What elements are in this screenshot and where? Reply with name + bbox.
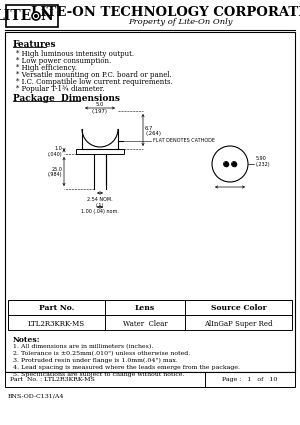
Text: Water  Clear: Water Clear: [123, 320, 167, 328]
Text: LITE-ON TECHNOLOGY CORPORATION: LITE-ON TECHNOLOGY CORPORATION: [32, 6, 300, 19]
Text: FLAT DENOTES CATHODE: FLAT DENOTES CATHODE: [153, 139, 215, 144]
Text: 1. All dimensions are in millimeters (inches).: 1. All dimensions are in millimeters (in…: [13, 344, 153, 349]
Text: 3. Protruded resin under flange is 1.0mm(.04") max.: 3. Protruded resin under flange is 1.0mm…: [13, 358, 178, 363]
Text: 5.90
(.232): 5.90 (.232): [256, 156, 271, 167]
Text: 25.0: 25.0: [51, 167, 62, 172]
Text: Property of Lite-On Only: Property of Lite-On Only: [128, 18, 232, 26]
Text: 4. Lead spacing is measured where the leads emerge from the package.: 4. Lead spacing is measured where the le…: [13, 365, 240, 370]
Text: 5.0: 5.0: [96, 102, 104, 107]
Text: 1.00 (.04) nom.: 1.00 (.04) nom.: [81, 209, 119, 214]
Circle shape: [232, 162, 236, 167]
Text: * Low power consumption.: * Low power consumption.: [16, 57, 111, 65]
Text: * High luminous intensity output.: * High luminous intensity output.: [16, 50, 134, 58]
Text: (.197): (.197): [92, 108, 108, 113]
Bar: [76, 149, 124, 154]
Text: 5. Specifications are subject to change without notice.: 5. Specifications are subject to change …: [13, 372, 184, 377]
Text: N: N: [40, 9, 53, 23]
Text: Part No.: Part No.: [39, 304, 74, 312]
Text: * Versatile mounting on P.C. board or panel.: * Versatile mounting on P.C. board or pa…: [16, 71, 172, 79]
Text: * I.C. Compatible low current requirements.: * I.C. Compatible low current requiremen…: [16, 78, 173, 86]
Bar: [8, 300, 292, 330]
Text: Features: Features: [13, 40, 56, 49]
Circle shape: [34, 14, 38, 18]
Text: (.264): (.264): [145, 130, 161, 136]
Text: Source Color: Source Color: [211, 304, 266, 312]
Text: LTL2R3KRK-MS: LTL2R3KRK-MS: [28, 320, 85, 328]
Text: Lens: Lens: [135, 304, 155, 312]
Circle shape: [224, 162, 229, 167]
Circle shape: [32, 12, 40, 20]
Text: 1.0
(.040): 1.0 (.040): [47, 146, 62, 157]
Bar: [5, 372, 295, 387]
Text: LITE: LITE: [0, 9, 32, 23]
Text: * High efficiency.: * High efficiency.: [16, 64, 77, 72]
Text: 2. Tolerance is ±0.25mm(.010") unless otherwise noted.: 2. Tolerance is ±0.25mm(.010") unless ot…: [13, 351, 190, 356]
Circle shape: [212, 146, 248, 182]
Text: Package  Dimensions: Package Dimensions: [13, 94, 120, 103]
FancyBboxPatch shape: [6, 5, 58, 27]
Text: 6.7: 6.7: [145, 125, 153, 130]
Text: Notes:: Notes:: [13, 336, 40, 344]
Text: (.984): (.984): [47, 172, 62, 177]
Text: Page :   1   of   10: Page : 1 of 10: [222, 377, 278, 382]
Bar: [5, 32, 295, 372]
Text: * Popular T-1¾ diameter.: * Popular T-1¾ diameter.: [16, 85, 105, 93]
Text: AlInGaP Super Red: AlInGaP Super Red: [204, 320, 273, 328]
Text: 2.54 NOM.
(.1): 2.54 NOM. (.1): [87, 197, 113, 208]
Text: BNS-OD-C131/A4: BNS-OD-C131/A4: [8, 393, 64, 398]
Text: Part  No. : LTL2R3KRK-MS: Part No. : LTL2R3KRK-MS: [10, 377, 95, 382]
